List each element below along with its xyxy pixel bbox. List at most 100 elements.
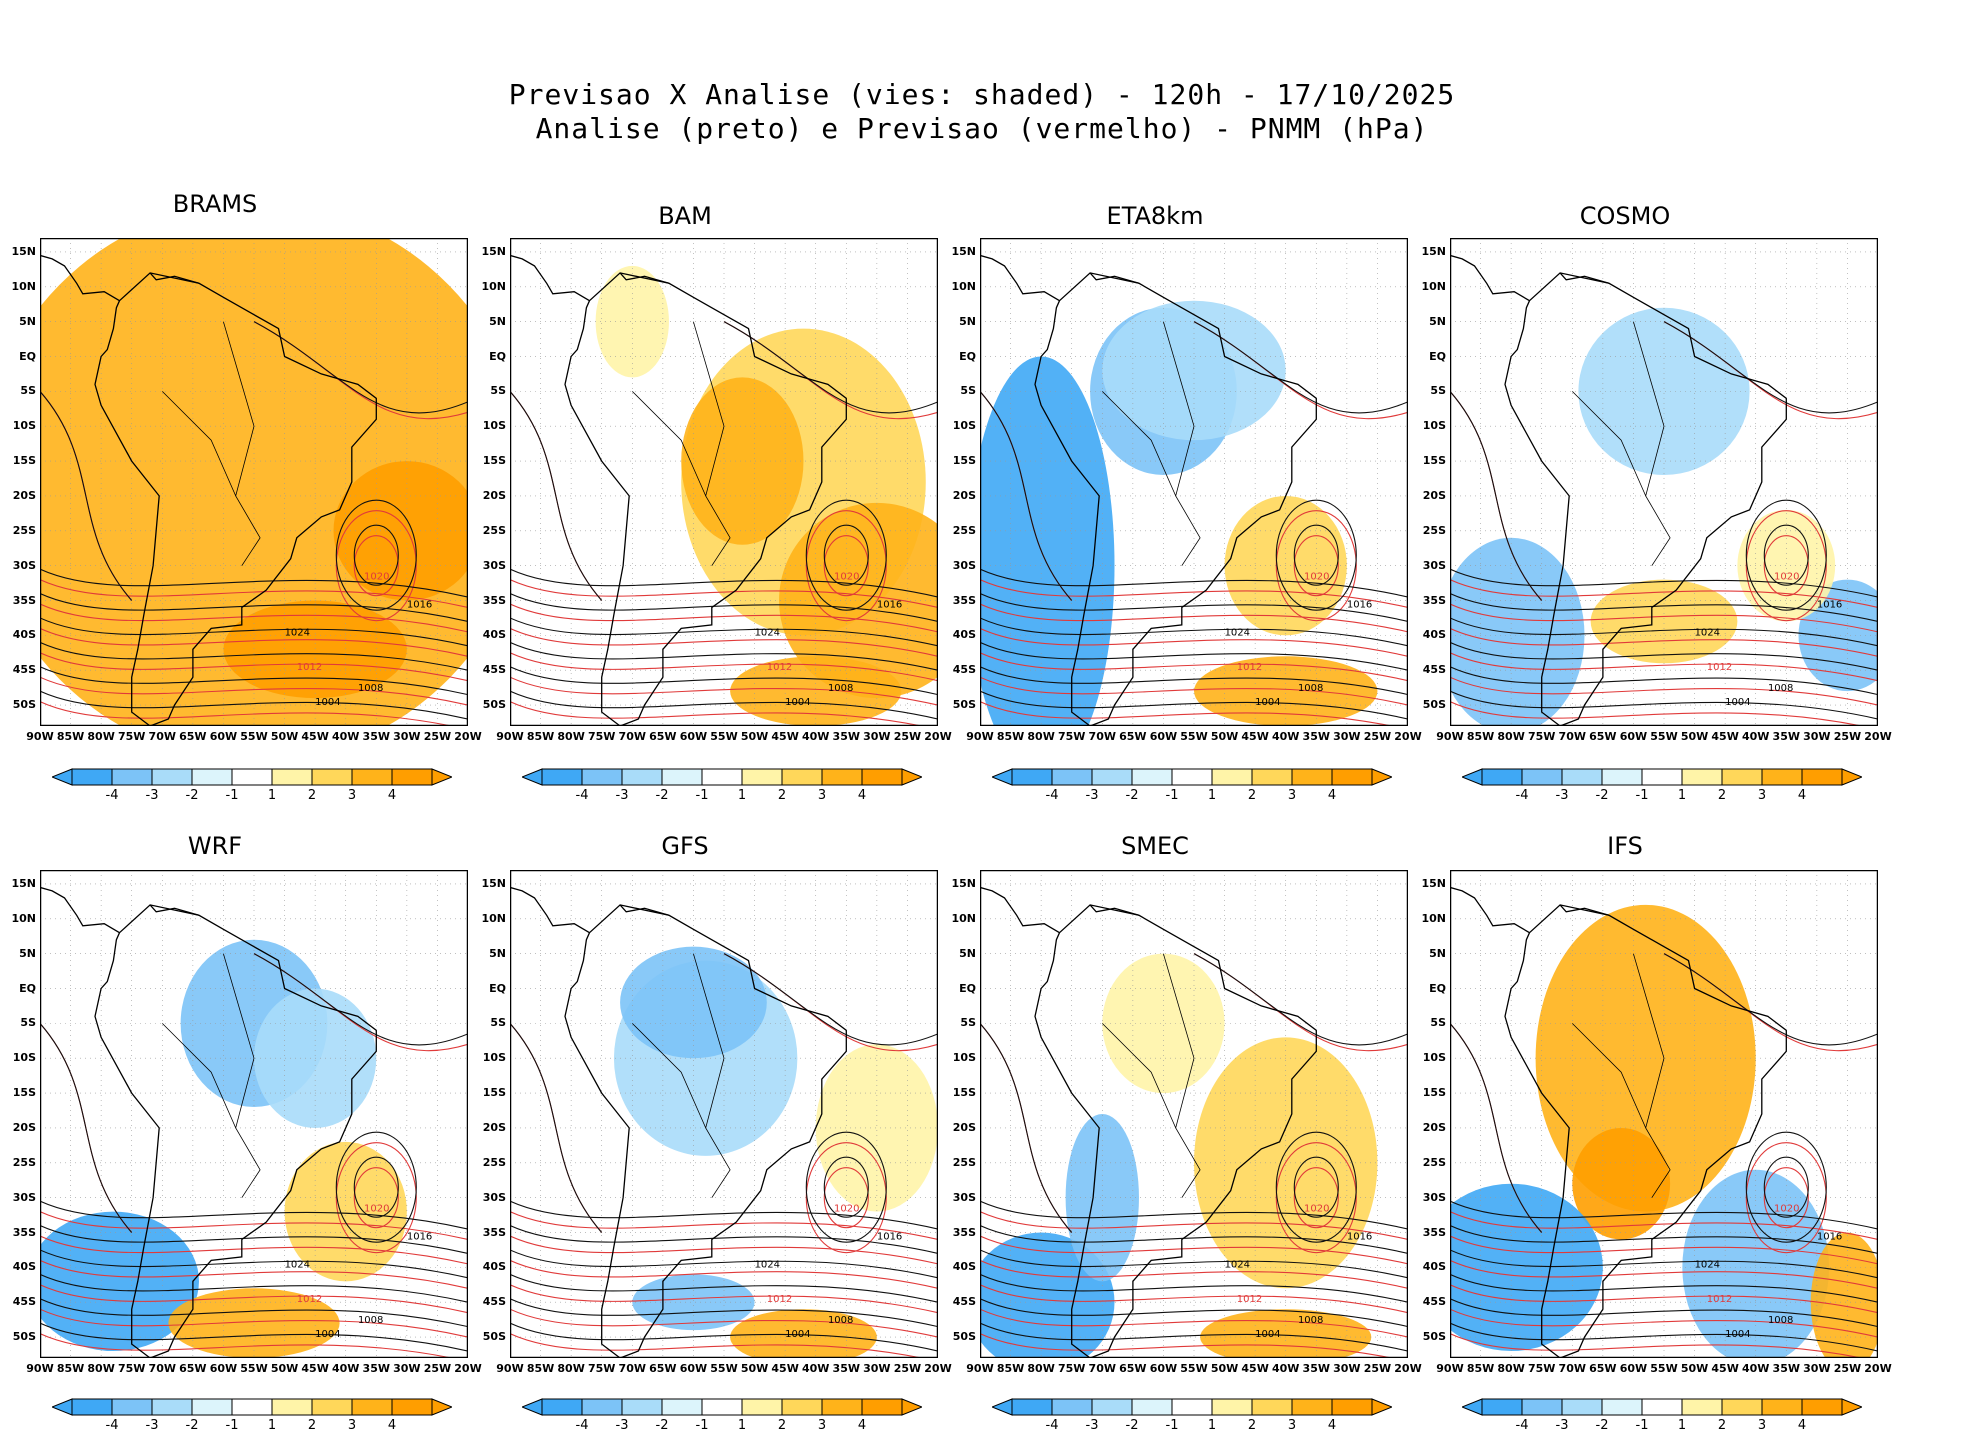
lat-tick-label: EQ — [1429, 981, 1446, 995]
lat-tick-label: 50S — [12, 698, 36, 712]
lon-tick-label: 50W — [1680, 730, 1709, 743]
lon-tick-label: 45W — [1241, 1362, 1269, 1375]
lon-tick-label: 50W — [1210, 730, 1239, 743]
svg-text:1024: 1024 — [1695, 627, 1720, 638]
colorbar-tick-label: -2 — [185, 1418, 199, 1433]
colorbar-tick-label: -3 — [145, 788, 159, 803]
lat-tick-label: 5N — [1429, 314, 1446, 328]
lon-tick-label: 85W — [56, 1362, 85, 1375]
lon-tick-label: 75W — [1057, 730, 1086, 743]
lon-tick-label: 75W — [587, 1362, 616, 1375]
colorbar-tick-label: 2 — [307, 1418, 317, 1433]
colorbar-tick-label: 2 — [1717, 1418, 1727, 1433]
lat-tick-label: 15S — [12, 1086, 36, 1100]
lat-tick-label: 20S — [1422, 488, 1446, 502]
colorbar-tick-label: 2 — [1247, 1418, 1257, 1433]
lat-tick-label: 20S — [12, 1120, 36, 1134]
lon-tick-label: 50W — [740, 1362, 769, 1375]
svg-text:1020: 1020 — [1304, 572, 1329, 583]
svg-text:1016: 1016 — [877, 599, 902, 610]
map-panel-cosmo: COSMO 1024 1020 1016 1012 1008 1004 15N 10N 5N EQ 5… — [1410, 190, 1891, 803]
lat-tick-label: 10N — [11, 279, 36, 293]
svg-text:1012: 1012 — [297, 1294, 322, 1305]
lon-tick-label: 40W — [1271, 730, 1300, 743]
lat-tick-label: 15N — [11, 244, 36, 258]
lon-tick-label: 65W — [1589, 730, 1617, 743]
lon-tick-label: 45W — [1711, 1362, 1739, 1375]
panel-title: BRAMS — [172, 190, 258, 218]
lon-tick-label: 55W — [1180, 1362, 1208, 1375]
lon-tick-label: 65W — [1119, 1362, 1147, 1375]
lon-tick-label: 20W — [924, 730, 952, 743]
lon-tick-label: 20W — [1394, 1362, 1422, 1375]
svg-text:1004: 1004 — [785, 1329, 810, 1340]
lon-tick-label: 75W — [587, 730, 616, 743]
colorbar-tick-label: -4 — [105, 1418, 119, 1433]
lon-tick-label: 20W — [1394, 730, 1422, 743]
lon-tick-label: 90W — [26, 1362, 54, 1375]
svg-text:1004: 1004 — [315, 697, 340, 708]
lon-tick-label: 80W — [1497, 730, 1525, 743]
lat-tick-label: 5N — [19, 314, 36, 328]
svg-text:1012: 1012 — [297, 662, 322, 673]
lat-tick-label: 25S — [1422, 1155, 1446, 1169]
lat-tick-label: 40S — [1422, 628, 1446, 642]
svg-text:1012: 1012 — [1707, 662, 1732, 673]
lon-tick-label: 25W — [423, 730, 452, 743]
lon-tick-label: 85W — [526, 1362, 555, 1375]
lat-tick-label: 35S — [952, 1225, 976, 1239]
lon-tick-label: 30W — [863, 1362, 891, 1375]
lat-tick-label: 35S — [1422, 1225, 1446, 1239]
map-frame: 1024 1020 1016 1012 1008 1004 15N 10N 5N EQ 5S 10S 1… — [481, 238, 952, 743]
lat-tick-label: 5N — [489, 314, 506, 328]
lat-tick-label: 30S — [952, 558, 976, 572]
bias-map: 1024 1020 1016 1012 1008 1004 — [980, 238, 1408, 726]
panel-title: SMEC — [1121, 832, 1189, 860]
colorbar-tick-label: 1 — [737, 788, 747, 803]
lat-tick-label: 5N — [959, 314, 976, 328]
colorbar-tick-label: 4 — [1797, 1418, 1807, 1433]
lat-tick-label: 10S — [1422, 1051, 1446, 1065]
colorbar-tick-label: 1 — [737, 1418, 747, 1433]
lon-tick-label: 70W — [1558, 730, 1586, 743]
lon-tick-label: 35W — [1302, 730, 1330, 743]
lat-tick-label: 5N — [959, 946, 976, 960]
colorbar-tick-label: 3 — [1287, 1418, 1297, 1433]
lat-tick-label: 5S — [960, 384, 976, 398]
lon-tick-label: 65W — [1119, 730, 1147, 743]
bias-map: 1024 1020 1016 1012 1008 1004 — [40, 870, 468, 1358]
map-panel-wrf: WRF 1024 1020 1016 1012 1008 1004 15N 10N 5N EQ 5S 1… — [0, 820, 481, 1433]
lon-tick-label: 35W — [1772, 1362, 1800, 1375]
lat-tick-label: 5N — [19, 946, 36, 960]
svg-text:1008: 1008 — [358, 683, 383, 694]
colorbar: -4 -3 -2 -1 1 2 3 4 — [990, 768, 1394, 803]
lon-tick-label: 35W — [362, 1362, 390, 1375]
lon-tick-label: 70W — [1558, 1362, 1586, 1375]
colorbar-tick-label: -2 — [655, 1418, 669, 1433]
lat-tick-label: 5N — [1429, 946, 1446, 960]
lon-tick-label: 35W — [362, 730, 390, 743]
lon-tick-label: 90W — [496, 1362, 524, 1375]
lat-tick-label: 25S — [12, 1155, 36, 1169]
lon-tick-label: 90W — [966, 1362, 994, 1375]
lat-tick-label: 10S — [952, 1051, 976, 1065]
lat-tick-label: 45S — [482, 663, 506, 677]
map-frame: 1024 1020 1016 1012 1008 1004 15N 10N 5N EQ 5S 10S 1… — [951, 238, 1422, 743]
map-frame: 1024 1020 1016 1012 1008 1004 15N 10N 5N EQ 5S 10S 1… — [951, 870, 1422, 1375]
lat-tick-label: 5S — [1430, 384, 1446, 398]
lon-tick-label: 55W — [1180, 730, 1208, 743]
lat-tick-label: 20S — [12, 488, 36, 502]
lon-tick-label: 25W — [893, 1362, 922, 1375]
lon-tick-label: 20W — [924, 1362, 952, 1375]
colorbar-tick-label: -1 — [1165, 1418, 1179, 1433]
svg-text:1024: 1024 — [1225, 1259, 1250, 1270]
colorbar-tick-label: -1 — [695, 788, 709, 803]
map-frame: 1024 1020 1016 1012 1008 1004 15N 10N 5N EQ 5S 10S 1… — [481, 870, 952, 1375]
lon-tick-label: 30W — [393, 1362, 421, 1375]
lon-tick-label: 80W — [87, 730, 115, 743]
lat-tick-label: 30S — [1422, 558, 1446, 572]
colorbar: -4 -3 -2 -1 1 2 3 4 — [50, 1398, 454, 1433]
lon-tick-label: 85W — [996, 730, 1025, 743]
colorbar-tick-label: -1 — [225, 788, 239, 803]
lon-tick-label: 20W — [1864, 1362, 1892, 1375]
